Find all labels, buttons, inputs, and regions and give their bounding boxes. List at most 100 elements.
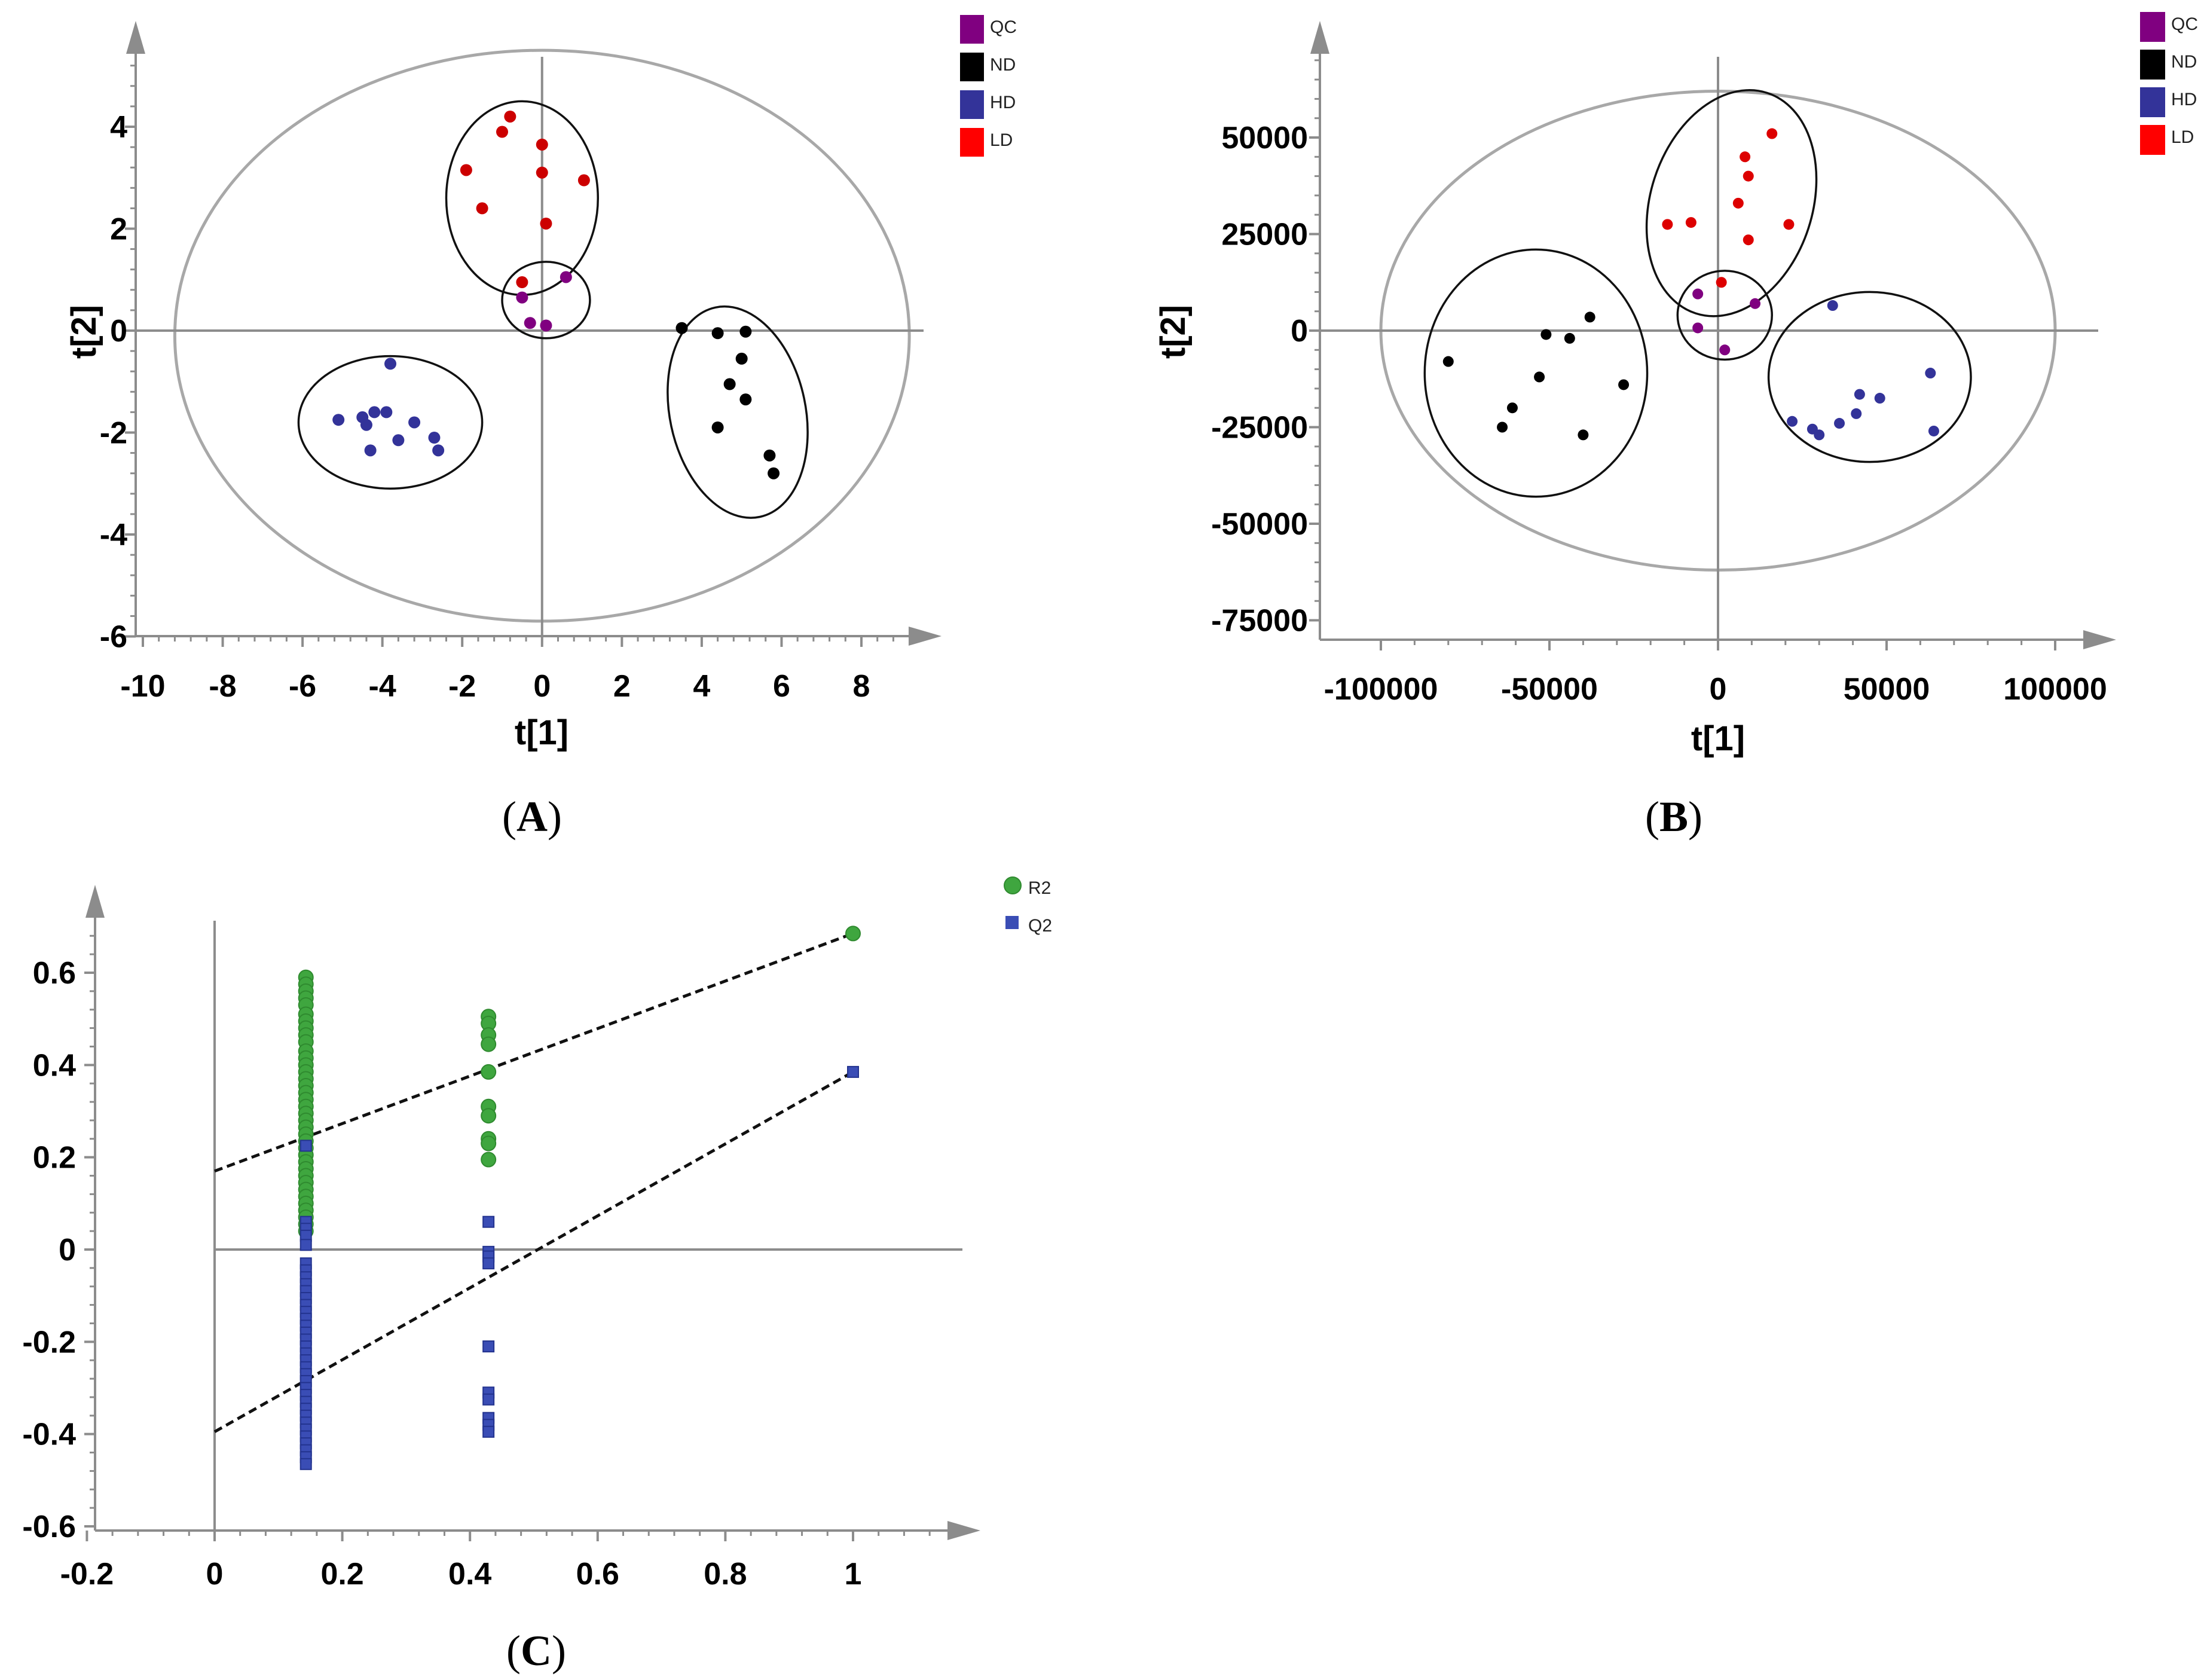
panel-b-point-hd xyxy=(1834,418,1845,429)
panel-b-score-plot: QC ND HD LD t[1] t[2] (B) -100000 -50000 0 500… xyxy=(1154,12,2198,841)
panel-a-point-ld xyxy=(476,202,488,215)
panel-b-point-nd xyxy=(1442,356,1454,367)
panel-c-permutation-plot: R2 Q2 (C) -0.2 0 0.2 0.4 0.6 0.8 1 -0.6 -0.4 -0.2 0… xyxy=(22,876,1052,1675)
panel-c-xtick-label: 0.6 xyxy=(576,1557,619,1592)
panel-b-point-hd xyxy=(1787,416,1798,427)
panel-b-group-ellipse-qc xyxy=(1676,270,1773,361)
panel-a-point-ld xyxy=(504,110,516,123)
panel-b-point-nd xyxy=(1497,421,1508,433)
panel-a-group-ellipse-hd xyxy=(297,355,484,490)
panel-a-point-qc xyxy=(516,291,528,304)
panel-a-xtick-label: 0 xyxy=(533,669,551,704)
panel-a-point-nd xyxy=(711,327,724,340)
panel-c-ytick-label: 0.4 xyxy=(33,1048,76,1083)
panel-b-point-hd xyxy=(1851,408,1862,419)
panel-a-point-hd xyxy=(428,432,441,444)
panel-a-ytick-label: -2 xyxy=(100,416,127,451)
panel-b-point-ld xyxy=(1766,128,1778,139)
panel-a-ylabel: t[2] xyxy=(65,305,103,359)
panel-a-xtick-label: 8 xyxy=(853,669,870,704)
panel-b-xlabel: t[1] xyxy=(1691,719,1745,758)
panel-a-point-nd xyxy=(735,352,748,365)
panel-b-group-ellipse-hd xyxy=(1767,291,1972,463)
panel-a-point-ld xyxy=(536,138,548,151)
panel-b-legend-label: ND xyxy=(2171,52,2197,72)
panel-b-point-nd xyxy=(1506,402,1518,414)
panel-b-point-qc xyxy=(1719,344,1731,356)
panel-c-ytick-label: -0.2 xyxy=(22,1325,76,1360)
panel-a-xtick-label: -4 xyxy=(369,669,396,704)
panel-b-xtick-label: 100000 xyxy=(2003,672,2107,707)
panel-b-legend-swatch-hd xyxy=(2140,87,2165,117)
panel-c-point-r2 xyxy=(481,1135,497,1151)
panel-c-ytick-label: -0.4 xyxy=(22,1418,76,1452)
panel-b-point-hd xyxy=(1827,300,1838,311)
panel-b-caption: (B) xyxy=(1645,793,1702,841)
panel-c-y-axis-arrow xyxy=(85,885,105,918)
panel-a-score-plot: QC ND HD LD t[1] t[2] (A) -10 -8 -6 -4 -2 0 2 4 6 8 -… xyxy=(65,15,1017,841)
panel-a-legend-label: ND xyxy=(990,55,1016,75)
panel-b-legend-swatch-qc xyxy=(2140,12,2165,42)
panel-c-point-q2 xyxy=(482,1257,495,1270)
panel-a-legend-label: LD xyxy=(990,130,1013,150)
panel-a-ytick-label: 0 xyxy=(110,314,127,349)
panel-b-legend-label: HD xyxy=(2171,90,2197,109)
panel-b-point-nd xyxy=(1618,379,1630,390)
panel-a-legend-label: HD xyxy=(990,93,1016,112)
panel-a-caption-letter: A xyxy=(516,793,548,841)
panel-b-point-nd xyxy=(1540,329,1552,340)
panel-c-legend-label: Q2 xyxy=(1028,916,1052,936)
panel-c-caption: (C) xyxy=(506,1627,566,1675)
panel-a-xtick-label: 4 xyxy=(693,669,710,704)
panel-c-legend-swatch-q2 xyxy=(1005,916,1019,929)
panel-b-xtick-label: 0 xyxy=(1710,672,1727,707)
panel-a-point-hd xyxy=(384,358,397,370)
panel-a-legend-swatch-ld xyxy=(960,128,984,157)
panel-b-group-ellipse-ld xyxy=(1645,89,1818,317)
panel-a-point-ld xyxy=(516,276,528,289)
panel-a-xtick-label: -8 xyxy=(209,669,236,704)
panel-a-point-qc xyxy=(524,317,536,329)
panel-c-x-axis-arrow xyxy=(947,1521,980,1540)
panel-c-ytick-label: -0.6 xyxy=(22,1510,76,1544)
panel-b-caption-letter: B xyxy=(1659,793,1688,841)
panel-b-group-ellipse-nd xyxy=(1423,248,1649,498)
panel-a-point-nd xyxy=(763,449,776,462)
panel-b-ytick-label: -75000 xyxy=(1211,604,1308,639)
panel-b-point-ld xyxy=(1662,219,1673,230)
panel-a-point-ld xyxy=(460,164,472,176)
panel-a-point-qc xyxy=(540,319,552,332)
panel-c-ytick-label: 0.2 xyxy=(33,1141,76,1175)
panel-a-caption: (A) xyxy=(502,793,562,841)
panel-a-point-hd xyxy=(360,419,372,431)
panel-b-legend-swatch-ld xyxy=(2140,125,2165,155)
panel-c-xtick-label: 0 xyxy=(206,1557,224,1592)
panel-a-point-qc xyxy=(560,271,572,283)
panel-a-ytick-label: -6 xyxy=(100,620,127,655)
panel-a-point-nd xyxy=(739,393,752,406)
panel-a-xtick-label: -10 xyxy=(120,669,165,704)
panel-c-point-q2 xyxy=(482,1425,495,1438)
panel-b-point-hd xyxy=(1925,368,1936,379)
panel-b-ytick-label: 0 xyxy=(1291,314,1308,349)
panel-b-point-nd xyxy=(1564,332,1575,344)
panel-a-point-hd xyxy=(332,414,345,426)
panel-b-ytick-label: 25000 xyxy=(1221,218,1308,252)
panel-c-legend-label: R2 xyxy=(1028,878,1051,898)
panel-c-point-r2 xyxy=(845,925,861,942)
panel-a-group-ellipse-qc xyxy=(501,261,591,340)
panel-c-legend: R2 Q2 xyxy=(1004,876,1052,936)
panel-a-point-ld xyxy=(540,217,552,230)
panel-c-point-q2 xyxy=(299,1458,312,1470)
panel-a-xtick-label: -2 xyxy=(448,669,476,704)
panel-b-point-nd xyxy=(1584,311,1595,323)
panel-b-xtick-label: -50000 xyxy=(1501,672,1598,707)
panel-a-xtick-label: 2 xyxy=(613,669,631,704)
panel-b-point-hd xyxy=(1854,389,1865,400)
panel-c-ytick-label: 0 xyxy=(59,1233,76,1267)
panel-c-xtick-label: 0.2 xyxy=(320,1557,363,1592)
panel-a-xlabel: t[1] xyxy=(515,713,568,752)
panel-c-xtick-label: 1 xyxy=(845,1557,862,1592)
panel-b-ytick-label: -50000 xyxy=(1211,507,1308,542)
